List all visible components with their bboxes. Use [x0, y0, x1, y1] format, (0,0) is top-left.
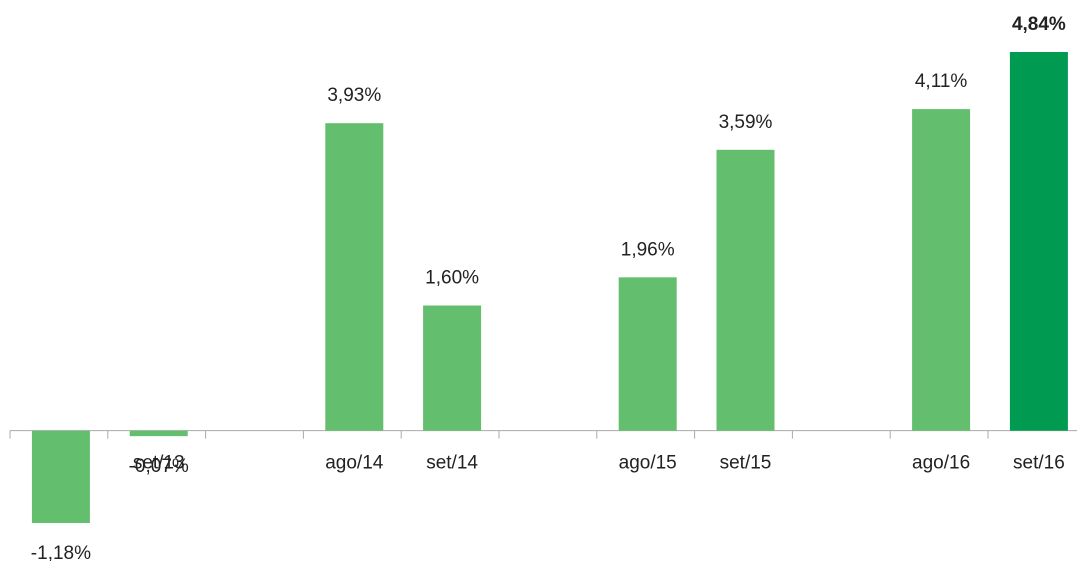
bar	[31, 430, 90, 523]
value-label: 1,60%	[425, 268, 479, 289]
x-tick-label: set/16	[1013, 453, 1065, 474]
x-tick-label: ago/14	[325, 453, 384, 474]
x-tick-label: set/14	[426, 453, 478, 474]
bar	[618, 277, 677, 431]
value-label: -1,18%	[31, 543, 91, 561]
value-label: 3,59%	[719, 112, 773, 133]
bar	[912, 109, 971, 431]
value-label: -0,07%	[129, 456, 189, 477]
value-label: 4,11%	[915, 71, 968, 92]
x-tick-label: ago/15	[619, 453, 677, 474]
x-tick-label: set/15	[720, 453, 772, 474]
bar	[1009, 52, 1068, 431]
bar	[423, 305, 482, 431]
value-label: 3,93%	[327, 85, 381, 106]
x-tick-label: set/13	[133, 453, 185, 474]
bar	[716, 149, 775, 431]
x-tick-label: ago/16	[912, 453, 970, 474]
value-label: 4,84%	[1012, 14, 1066, 35]
value-label: 1,96%	[621, 239, 675, 260]
bar	[325, 123, 384, 431]
bar	[129, 430, 188, 437]
